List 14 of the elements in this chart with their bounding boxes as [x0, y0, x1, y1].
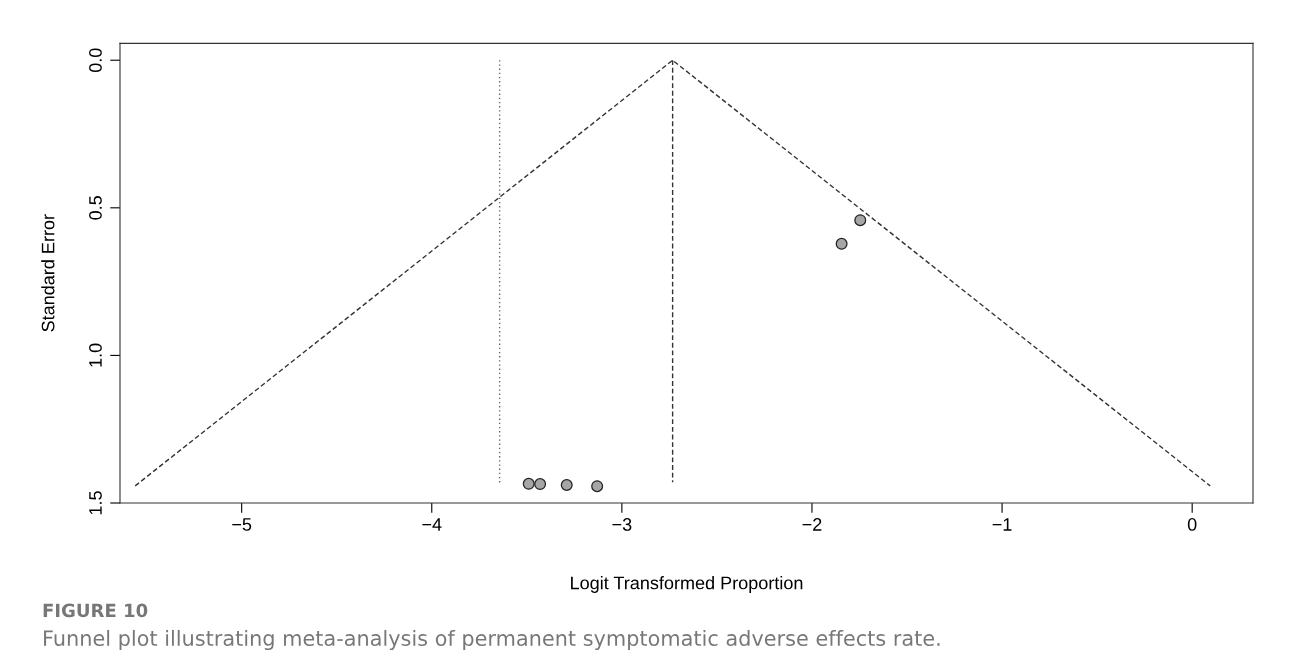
- x-tick-label: 0: [1187, 518, 1197, 531]
- x-tick-label: −2: [802, 518, 822, 531]
- y-tick-label: 1.5: [89, 491, 102, 515]
- x-tick-label: −1: [992, 518, 1012, 531]
- x-tick-label: −4: [422, 518, 442, 531]
- y-tick-label: 0.0: [89, 48, 102, 73]
- y-tick-label: 0.5: [89, 196, 102, 220]
- text: Funnel plot illustrating meta-analysis of permanent symptomatic adverse effects rate.: [44, 629, 940, 651]
- x-tick-label: −5: [232, 518, 252, 531]
- y-tick-label: 1.0: [89, 343, 102, 367]
- y-axis-title: Standard Error: [41, 214, 55, 332]
- x-tick-label: −3: [612, 518, 632, 531]
- x-axis-title: Logit Transformed Proportion: [571, 576, 803, 593]
- caption: FIGURE 10: [43, 603, 148, 618]
